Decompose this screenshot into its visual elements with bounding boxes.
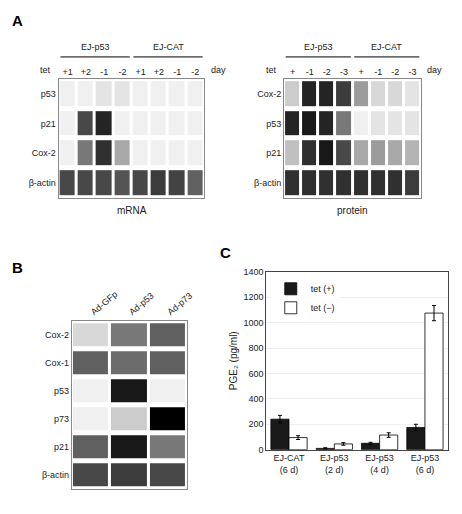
svg-text:protein: protein [337,205,368,216]
svg-text:EJ-p53: EJ-p53 [304,42,333,52]
svg-text:400: 400 [249,394,264,404]
svg-text:p53: p53 [41,89,56,99]
svg-text:A: A [12,12,23,29]
svg-text:-1: -1 [100,67,108,77]
svg-text:Cox-1: Cox-1 [45,358,69,368]
svg-text:tet: tet [266,65,277,75]
svg-text:p53: p53 [54,386,69,396]
svg-text:β-actin: β-actin [42,470,69,480]
svg-text:0: 0 [259,445,264,455]
svg-text:β-actin: β-actin [254,178,281,188]
svg-text:EJ-p53(4 d): EJ-p53(4 d) [365,453,394,475]
svg-text:-1: -1 [374,67,382,77]
svg-text:p21: p21 [41,119,56,129]
svg-text:+2: +2 [81,67,91,77]
svg-text:+: + [358,67,363,77]
svg-text:-2: -2 [391,67,399,77]
svg-text:p21: p21 [266,148,281,158]
svg-text:-2: -2 [323,67,331,77]
svg-text:-3: -3 [340,67,348,77]
svg-text:600: 600 [249,369,264,379]
svg-text:C: C [220,244,231,261]
svg-text:+2: +2 [154,67,164,77]
svg-text:EJ-CAT: EJ-CAT [153,42,184,52]
svg-text:Cox-2: Cox-2 [45,330,69,340]
svg-text:1000: 1000 [244,318,264,328]
svg-text:Cox-2: Cox-2 [257,89,281,99]
svg-text:+1: +1 [136,67,146,77]
svg-text:p21: p21 [54,442,69,452]
svg-text:p53: p53 [266,119,281,129]
svg-text:+: + [290,67,295,77]
svg-text:day: day [211,65,226,75]
svg-text:-2: -2 [191,67,199,77]
svg-text:mRNA: mRNA [117,205,147,216]
svg-text:tet (+): tet (+) [311,284,335,294]
svg-text:1400: 1400 [244,267,264,277]
svg-text:1200: 1200 [244,292,264,302]
svg-text:Cox-2: Cox-2 [32,148,56,158]
svg-text:-2: -2 [118,67,126,77]
svg-text:800: 800 [249,343,264,353]
svg-text:EJ-p53(6 d): EJ-p53(6 d) [411,453,440,475]
svg-text:Ad-p53: Ad-p53 [127,291,156,317]
svg-text:EJ-p53(2 d): EJ-p53(2 d) [320,453,349,475]
svg-text:B: B [12,259,23,276]
svg-text:Ad-GFp: Ad-GFp [89,289,120,317]
svg-text:-3: -3 [408,67,416,77]
svg-text:EJ-CAT(6 d): EJ-CAT(6 d) [274,453,305,475]
svg-text:-1: -1 [306,67,314,77]
svg-text:Ad-p73: Ad-p73 [165,291,194,317]
svg-text:200: 200 [249,419,264,429]
svg-text:β-actin: β-actin [29,178,56,188]
svg-text:day: day [427,65,442,75]
svg-text:EJ-CAT: EJ-CAT [371,42,402,52]
svg-text:tet (−): tet (−) [311,303,335,313]
svg-text:EJ-p53: EJ-p53 [81,42,110,52]
svg-text:PGE₂ (pg/ml): PGE₂ (pg/ml) [228,331,239,390]
svg-text:tet: tet [40,65,51,75]
svg-text:p73: p73 [54,414,69,424]
svg-text:-1: -1 [173,67,181,77]
svg-text:+1: +1 [63,67,73,77]
